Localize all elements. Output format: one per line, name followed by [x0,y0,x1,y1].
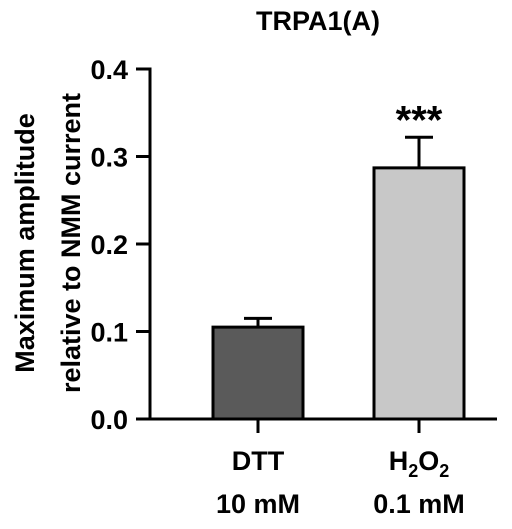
y-tick-label: 0.1 [90,318,128,348]
chart-title: TRPA1(A) [256,6,380,36]
y-tick-label: 0.3 [90,143,128,173]
x-tick-label-line-1: H2O2 [389,446,450,481]
significance-annotation: *** [396,98,443,142]
y-tick-label: 0.0 [90,405,128,435]
y-axis-label-line-2: relative to NMM current [56,93,86,393]
x-tick-label-line-1: DTT [232,446,285,476]
x-tick-label-line-2: 0.1 mM [373,489,465,519]
bar [372,166,466,421]
bar [211,325,305,421]
plot-area: 0.0 0.1 0.2 0.3 0.4 *** DTT 10 mM H2O2 0.1 mM [90,55,497,519]
y-tick-label: 0.2 [90,230,128,260]
y-tick-label: 0.4 [90,55,128,85]
x-tick-label-line-2: 10 mM [216,489,300,519]
y-axis-label-line-1: Maximum amplitude [10,113,40,373]
